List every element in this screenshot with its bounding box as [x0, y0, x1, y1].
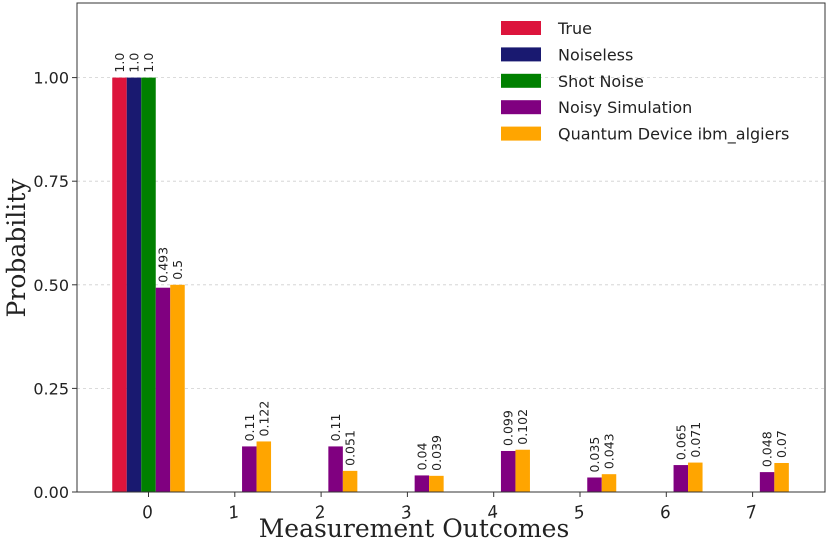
- legend: True Noiseless Shot Noise Noisy Simulation Q…: [501, 19, 789, 145]
- y-axis-ticks: 0.00 0.25 0.50 0.75 1.00: [33, 69, 77, 502]
- bar-value-label: 0.493: [156, 247, 171, 283]
- bar-value-label: 1.0: [112, 53, 127, 73]
- bar-value-label: 0.071: [688, 422, 703, 458]
- legend-label: Noisy Simulation: [558, 98, 692, 117]
- x-tick-label: 1: [227, 502, 242, 524]
- x-tick-label: 3: [399, 502, 414, 524]
- y-tick-label: 0.50: [33, 276, 69, 295]
- bar-value-label: 1.0: [127, 53, 142, 73]
- bar: [141, 77, 156, 492]
- bar-value-label: 1.0: [141, 53, 156, 73]
- bar: [587, 477, 602, 492]
- y-tick-label: 0.75: [33, 172, 69, 191]
- bars: [112, 77, 789, 492]
- x-tick-label: 4: [486, 502, 501, 524]
- legend-swatch: [501, 126, 541, 141]
- bar: [774, 462, 789, 492]
- bar-value-label: 0.04: [414, 443, 429, 471]
- y-tick-label: 0.00: [33, 483, 69, 502]
- bar: [256, 441, 272, 492]
- bar: [601, 474, 617, 492]
- bar: [429, 475, 444, 492]
- legend-swatch: [501, 73, 541, 88]
- legend-label: Quantum Device ibm_algiers: [558, 125, 789, 145]
- bar-value-label: 0.065: [673, 424, 688, 460]
- bar-value-label: 0.07: [774, 430, 789, 458]
- bar: [500, 450, 516, 492]
- bar-value-label: 0.11: [328, 414, 343, 442]
- bar-value-label: 0.122: [256, 401, 271, 437]
- x-tick-label: 7: [744, 502, 759, 524]
- bar-value-label: 0.5: [170, 260, 185, 280]
- x-tick-label: 0: [140, 502, 155, 524]
- bar-value-label: 0.099: [501, 410, 516, 446]
- x-tick-label: 5: [572, 502, 587, 524]
- bar: [759, 472, 775, 492]
- y-tick-label: 0.25: [33, 379, 69, 398]
- bar: [342, 470, 358, 492]
- bar: [414, 475, 430, 492]
- y-axis-title: Probability: [2, 178, 31, 318]
- bar: [170, 284, 185, 492]
- legend-swatch: [501, 100, 541, 115]
- bar-value-label: 0.11: [242, 414, 257, 442]
- bar-value-label: 0.102: [515, 409, 530, 445]
- bar-value-label: 0.048: [760, 431, 775, 467]
- bar: [126, 77, 142, 492]
- x-axis-title: Measurement Outcomes: [259, 514, 570, 543]
- bar: [155, 287, 171, 492]
- bar-value-label: 0.035: [587, 437, 602, 473]
- bar-value-label: 0.043: [602, 433, 617, 469]
- x-tick-label: 2: [313, 502, 328, 524]
- legend-swatch: [501, 21, 541, 35]
- bar: [112, 77, 127, 492]
- x-axis-ticks: 0 1 2 3 4 5 6 7: [140, 492, 759, 524]
- legend-label: Noiseless: [558, 45, 633, 64]
- y-tick-label: 1.00: [33, 69, 69, 88]
- legend-swatch: [501, 47, 541, 62]
- bar: [673, 465, 689, 492]
- legend-label: True: [557, 19, 592, 38]
- bar: [515, 449, 530, 492]
- bar: [688, 462, 703, 492]
- legend-label: Shot Noise: [558, 72, 644, 91]
- bar-value-label: 0.039: [429, 435, 444, 471]
- plot-frame: [76, 2, 826, 493]
- x-tick-label: 6: [658, 502, 673, 524]
- bar-value-label: 0.051: [343, 430, 358, 466]
- bar: [328, 446, 343, 492]
- bar: [242, 446, 257, 492]
